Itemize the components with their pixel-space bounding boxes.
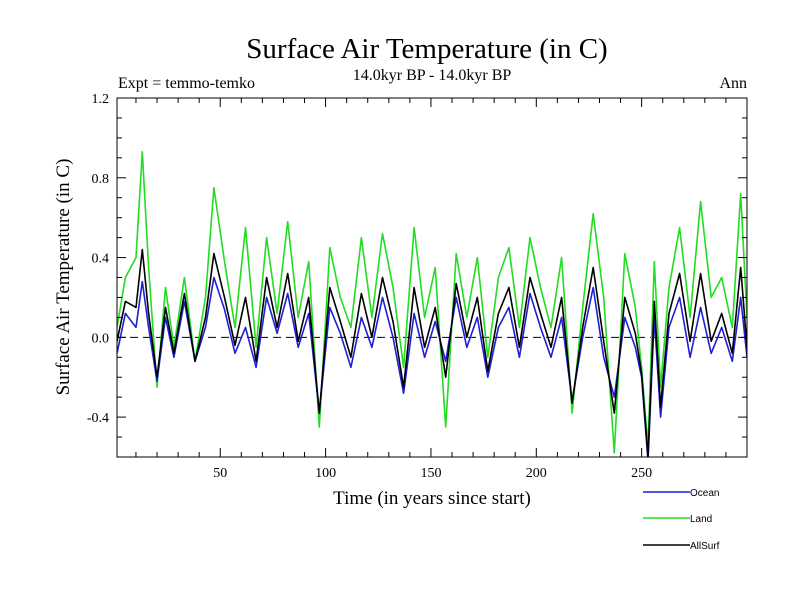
- series-line-allsurf: [117, 248, 747, 457]
- chart-subtitle: 14.0kyr BP - 14.0kyr BP: [353, 67, 512, 84]
- y-axis-label: Surface Air Temperature (in C): [53, 159, 74, 396]
- x-axis-label: Time (in years since start): [333, 488, 531, 509]
- legend-label-allsurf: AllSurf: [690, 541, 720, 552]
- y-tick-label: 0.8: [92, 172, 110, 187]
- chart-title: Surface Air Temperature (in C): [246, 33, 607, 65]
- legend-label-land: Land: [690, 514, 712, 525]
- legend: Ocean Land AllSurf: [643, 488, 720, 552]
- experiment-label: Expt = temmo-temko: [118, 75, 255, 92]
- plot-frame: [116, 97, 748, 458]
- x-tick-label: 100: [315, 466, 336, 481]
- y-tick-label: -0.4: [87, 411, 109, 426]
- legend-label-ocean: Ocean: [690, 488, 719, 499]
- season-label: Ann: [719, 75, 747, 92]
- x-tick-label: 50: [213, 466, 227, 481]
- y-tick-label: 1.2: [92, 92, 110, 107]
- x-tick-label: 250: [631, 466, 652, 481]
- y-tick-label: 0.0: [92, 331, 110, 346]
- plot-area: 50 100 150 200 250 -0.4 0.0 0.4 0.8 1.2: [87, 92, 748, 481]
- series-line-land: [117, 151, 747, 454]
- y-tick-label: 0.4: [92, 252, 110, 267]
- x-tick-label: 200: [526, 466, 547, 481]
- x-tick-label: 150: [420, 466, 441, 481]
